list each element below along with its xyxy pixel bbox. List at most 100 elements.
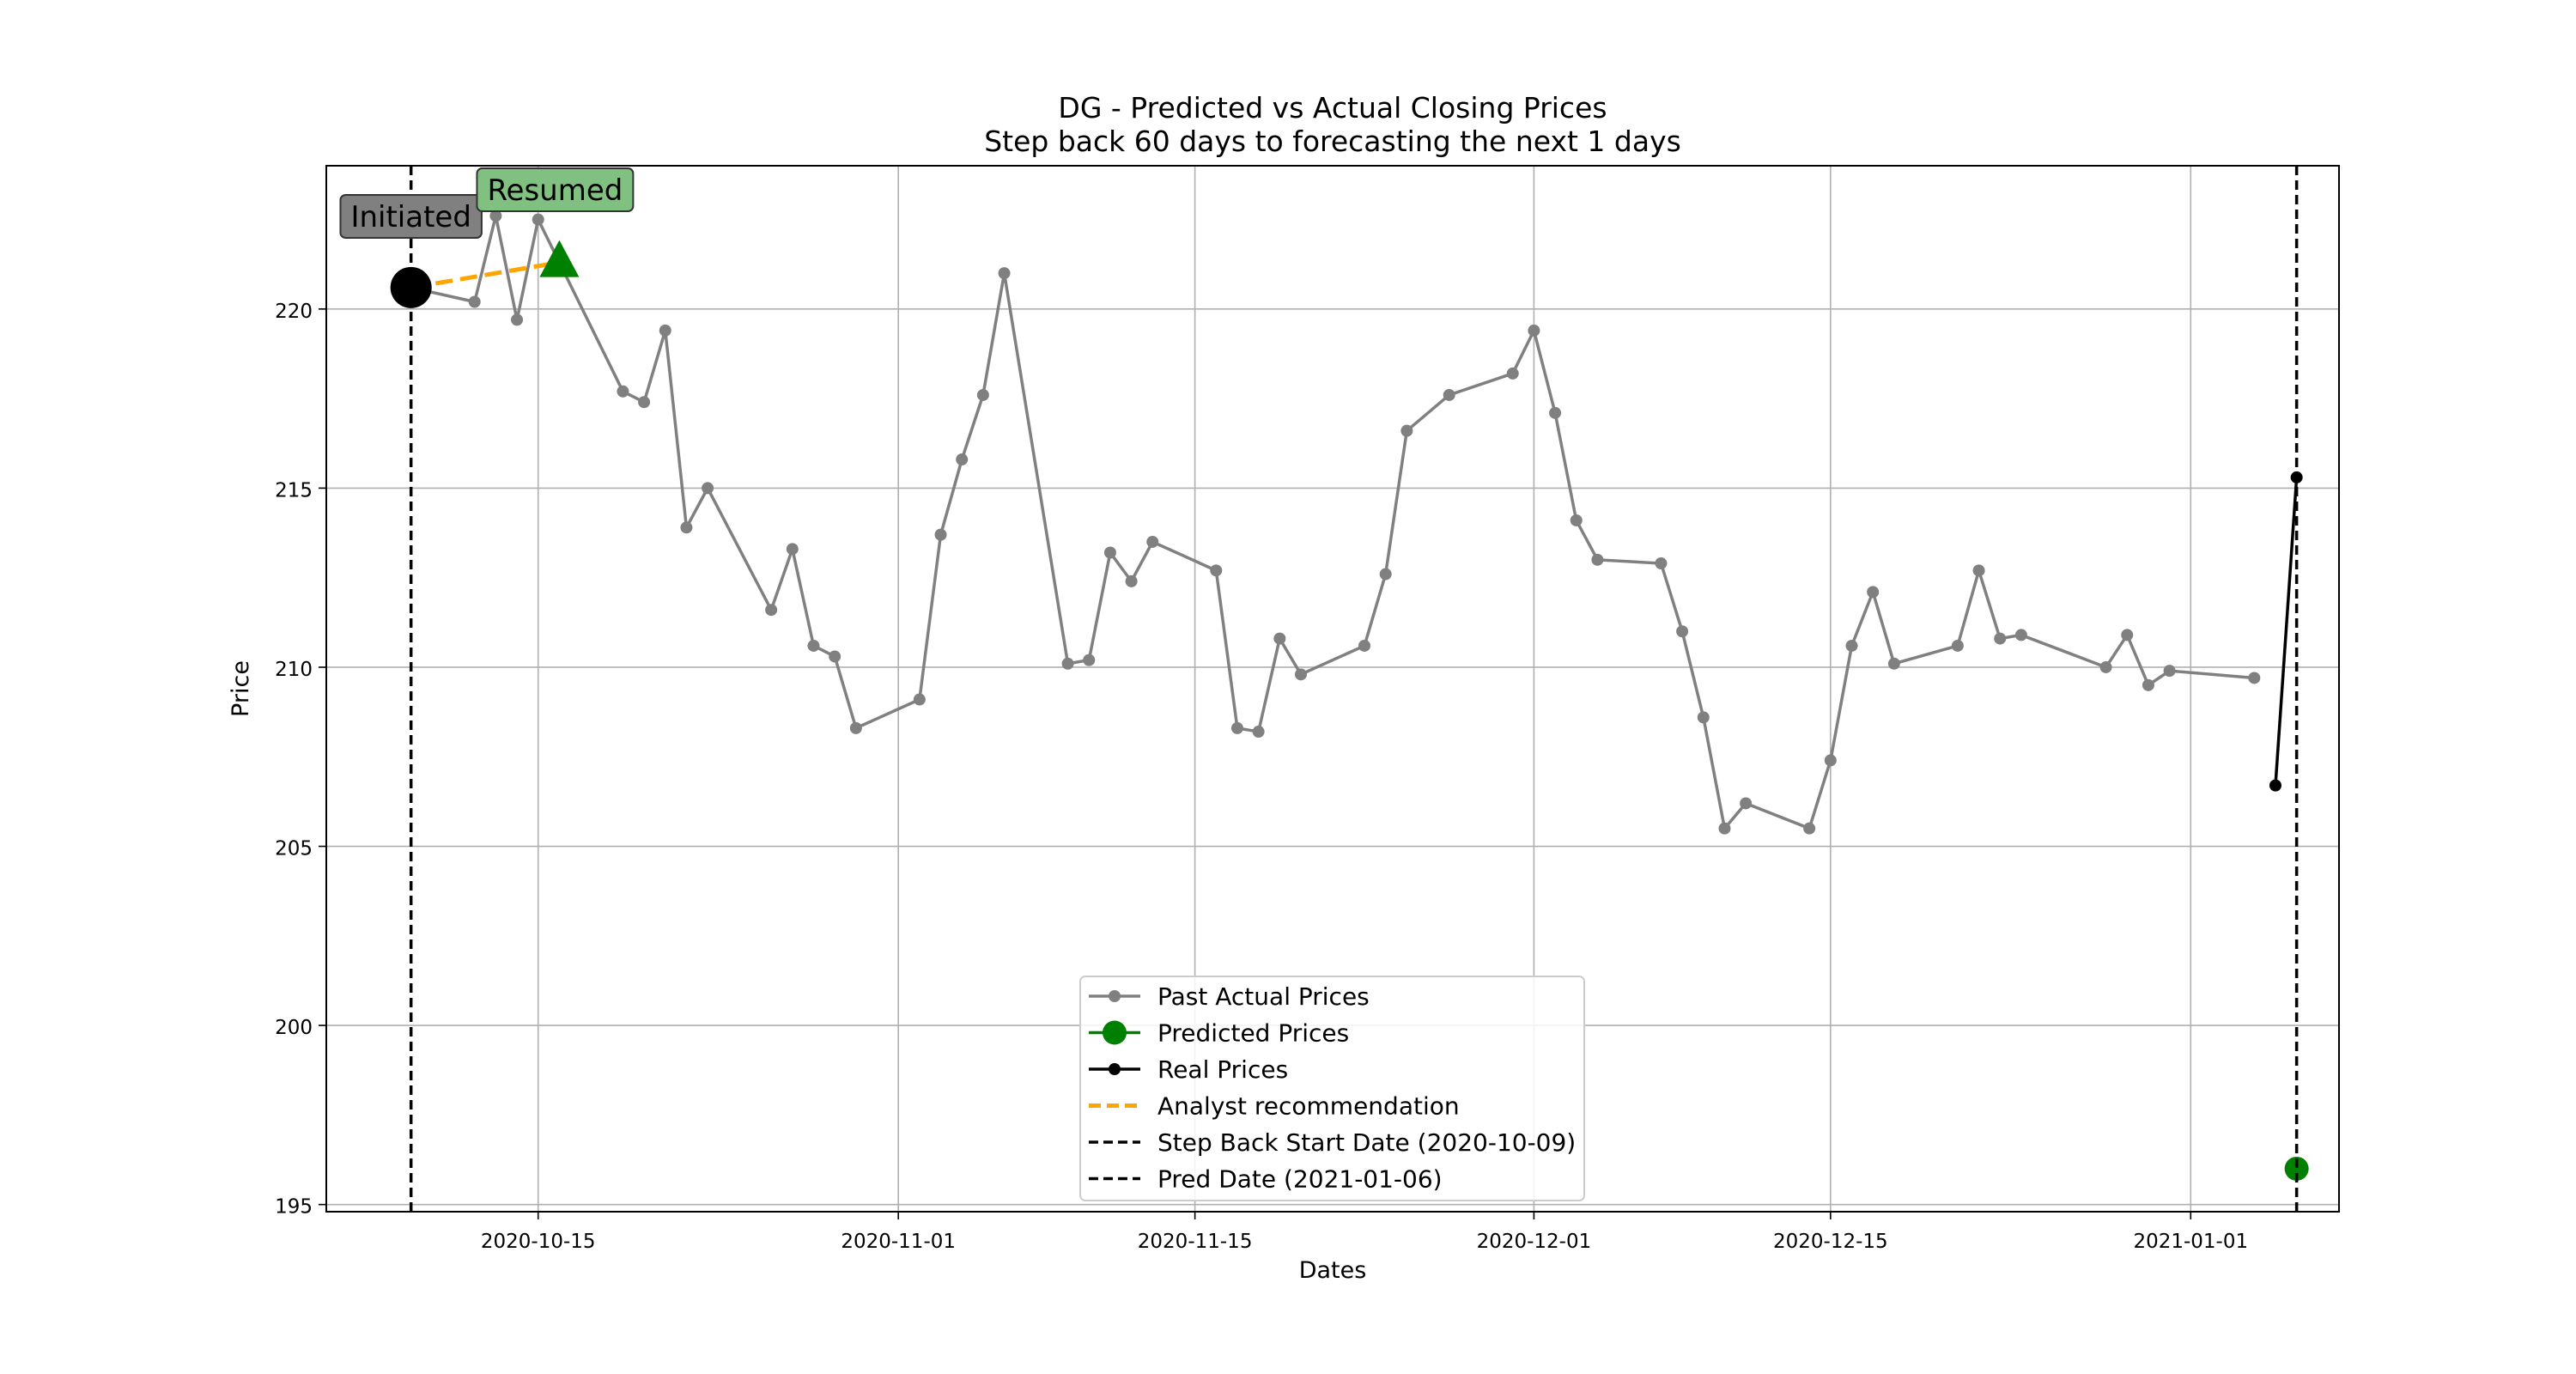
y-tick-label: 215	[275, 479, 313, 502]
resumed-label: Resumed	[487, 173, 623, 208]
past-actual-point	[1125, 575, 1138, 587]
past-actual-point	[1273, 632, 1286, 645]
legend-entry-label: Pred Date (2021-01-06)	[1157, 1165, 1443, 1194]
past-actual-point	[1591, 553, 1604, 566]
past-actual-point	[976, 388, 989, 401]
past-actual-point	[1718, 822, 1731, 835]
legend-swatch-marker	[1103, 1020, 1127, 1045]
past-actual-point	[829, 650, 841, 663]
grid	[326, 166, 2339, 1212]
past-actual-point	[2163, 665, 2176, 678]
past-actual-point	[1887, 657, 1900, 670]
past-actual-point	[1951, 639, 1964, 652]
past-actual-point	[1146, 535, 1159, 548]
y-tick-label: 200	[275, 1017, 313, 1039]
past-actual-point	[807, 639, 820, 652]
past-actual-point	[1803, 822, 1816, 835]
past-actual-point	[1867, 586, 1880, 599]
past-actual-point	[1294, 668, 1307, 681]
annotations: Initiated Resumed	[339, 167, 635, 308]
past-actual-point	[2248, 672, 2261, 684]
past-actual-point	[1400, 424, 1413, 437]
past-actual-point	[1252, 726, 1265, 739]
legend-entry-label: Analyst recommendation	[1157, 1092, 1460, 1121]
past-actual-point	[1528, 324, 1540, 337]
chart-title: DG - Predicted vs Actual Closing Prices	[1058, 91, 1607, 125]
past-actual-point	[659, 324, 671, 337]
y-tick-label: 210	[275, 659, 313, 681]
past-actual-point	[1103, 546, 1116, 559]
resumed-marker	[539, 240, 580, 277]
past-actual-point	[532, 213, 544, 226]
past-actual-point	[1549, 406, 1562, 419]
legend-entry-label: Real Prices	[1157, 1055, 1288, 1084]
past-actual-point	[489, 210, 502, 222]
predicted-price-point	[2284, 1156, 2309, 1181]
x-tick-label: 2020-12-15	[1773, 1231, 1888, 1253]
past-actual-point	[998, 267, 1011, 280]
past-actual-point	[511, 313, 524, 326]
past-actual-point	[1083, 654, 1096, 666]
x-tick-label: 2020-11-15	[1138, 1231, 1253, 1253]
past-actual-point	[1506, 367, 1519, 380]
past-actual-point	[765, 604, 778, 617]
legend-swatch-marker	[1109, 990, 1121, 1002]
chart-subtitle: Step back 60 days to forecasting the nex…	[984, 125, 1681, 158]
past-actual-point	[1824, 754, 1837, 767]
legend-box	[1079, 976, 1585, 1201]
past-actual-point	[680, 521, 693, 534]
past-actual-point	[468, 295, 481, 308]
past-actual-point	[1972, 564, 1985, 577]
past-actual-point	[849, 721, 862, 734]
past-actual-point	[2142, 678, 2154, 691]
past-actual-point	[1655, 557, 1668, 570]
y-axis-label: Price	[228, 660, 254, 717]
past-actual-point	[1697, 711, 1710, 724]
past-actual-point	[1740, 797, 1753, 810]
real-price-line	[2274, 477, 2299, 786]
past-actual-point	[786, 543, 799, 556]
past-actual-point	[913, 693, 926, 706]
legend-entry-label: Past Actual Prices	[1157, 982, 1370, 1011]
initiated-box	[339, 194, 483, 239]
initiated-label: Initiated	[350, 200, 471, 234]
x-axis-label: Dates	[1299, 1257, 1367, 1284]
past-actual-point	[2099, 660, 2112, 673]
real-price-point	[2269, 779, 2281, 792]
past-actual-point	[702, 482, 714, 495]
legend: Past Actual Prices Predicted Prices Real P…	[1079, 976, 1585, 1201]
past-actual-point	[617, 385, 629, 398]
past-actual-point	[1994, 632, 2007, 645]
analyst-recommendation-line	[410, 260, 560, 290]
legend-entry-label: Step Back Start Date (2020-10-09)	[1157, 1128, 1576, 1157]
past-actual-point	[2014, 629, 2027, 641]
plot-frame	[325, 165, 2340, 1213]
past-actual-point	[1570, 514, 1583, 526]
past-actual-point	[1061, 657, 1074, 670]
past-actual-point	[1379, 568, 1392, 581]
past-actual-point	[1230, 721, 1243, 734]
y-tick-label: 220	[275, 301, 313, 323]
past-actual-point	[1443, 388, 1455, 401]
past-actual-point	[1845, 639, 1858, 652]
x-tick-label: 2020-11-01	[841, 1231, 956, 1253]
past-actual-point	[638, 396, 651, 409]
initiated-marker	[390, 266, 432, 308]
past-actual-point	[1358, 639, 1371, 652]
resumed-box	[476, 167, 635, 212]
past-actual-point	[1210, 564, 1223, 577]
plot-area	[404, 166, 2309, 1212]
past-actual-point	[956, 453, 969, 466]
legend-entry-label: Predicted Prices	[1157, 1019, 1349, 1048]
past-actual-point	[934, 528, 947, 541]
past-actual-point	[1676, 625, 1689, 638]
axes: 195 200 205 210 215 220 2020-10-15 2020-11-01 20…	[275, 301, 2248, 1253]
y-tick-label: 195	[275, 1196, 313, 1219]
y-tick-label: 205	[275, 838, 313, 860]
x-tick-label: 2021-01-01	[2133, 1231, 2248, 1253]
x-tick-label: 2020-12-01	[1477, 1231, 1592, 1253]
past-actual-point	[2121, 629, 2134, 641]
legend-swatch-marker	[1109, 1063, 1121, 1075]
x-tick-label: 2020-10-15	[481, 1231, 596, 1253]
